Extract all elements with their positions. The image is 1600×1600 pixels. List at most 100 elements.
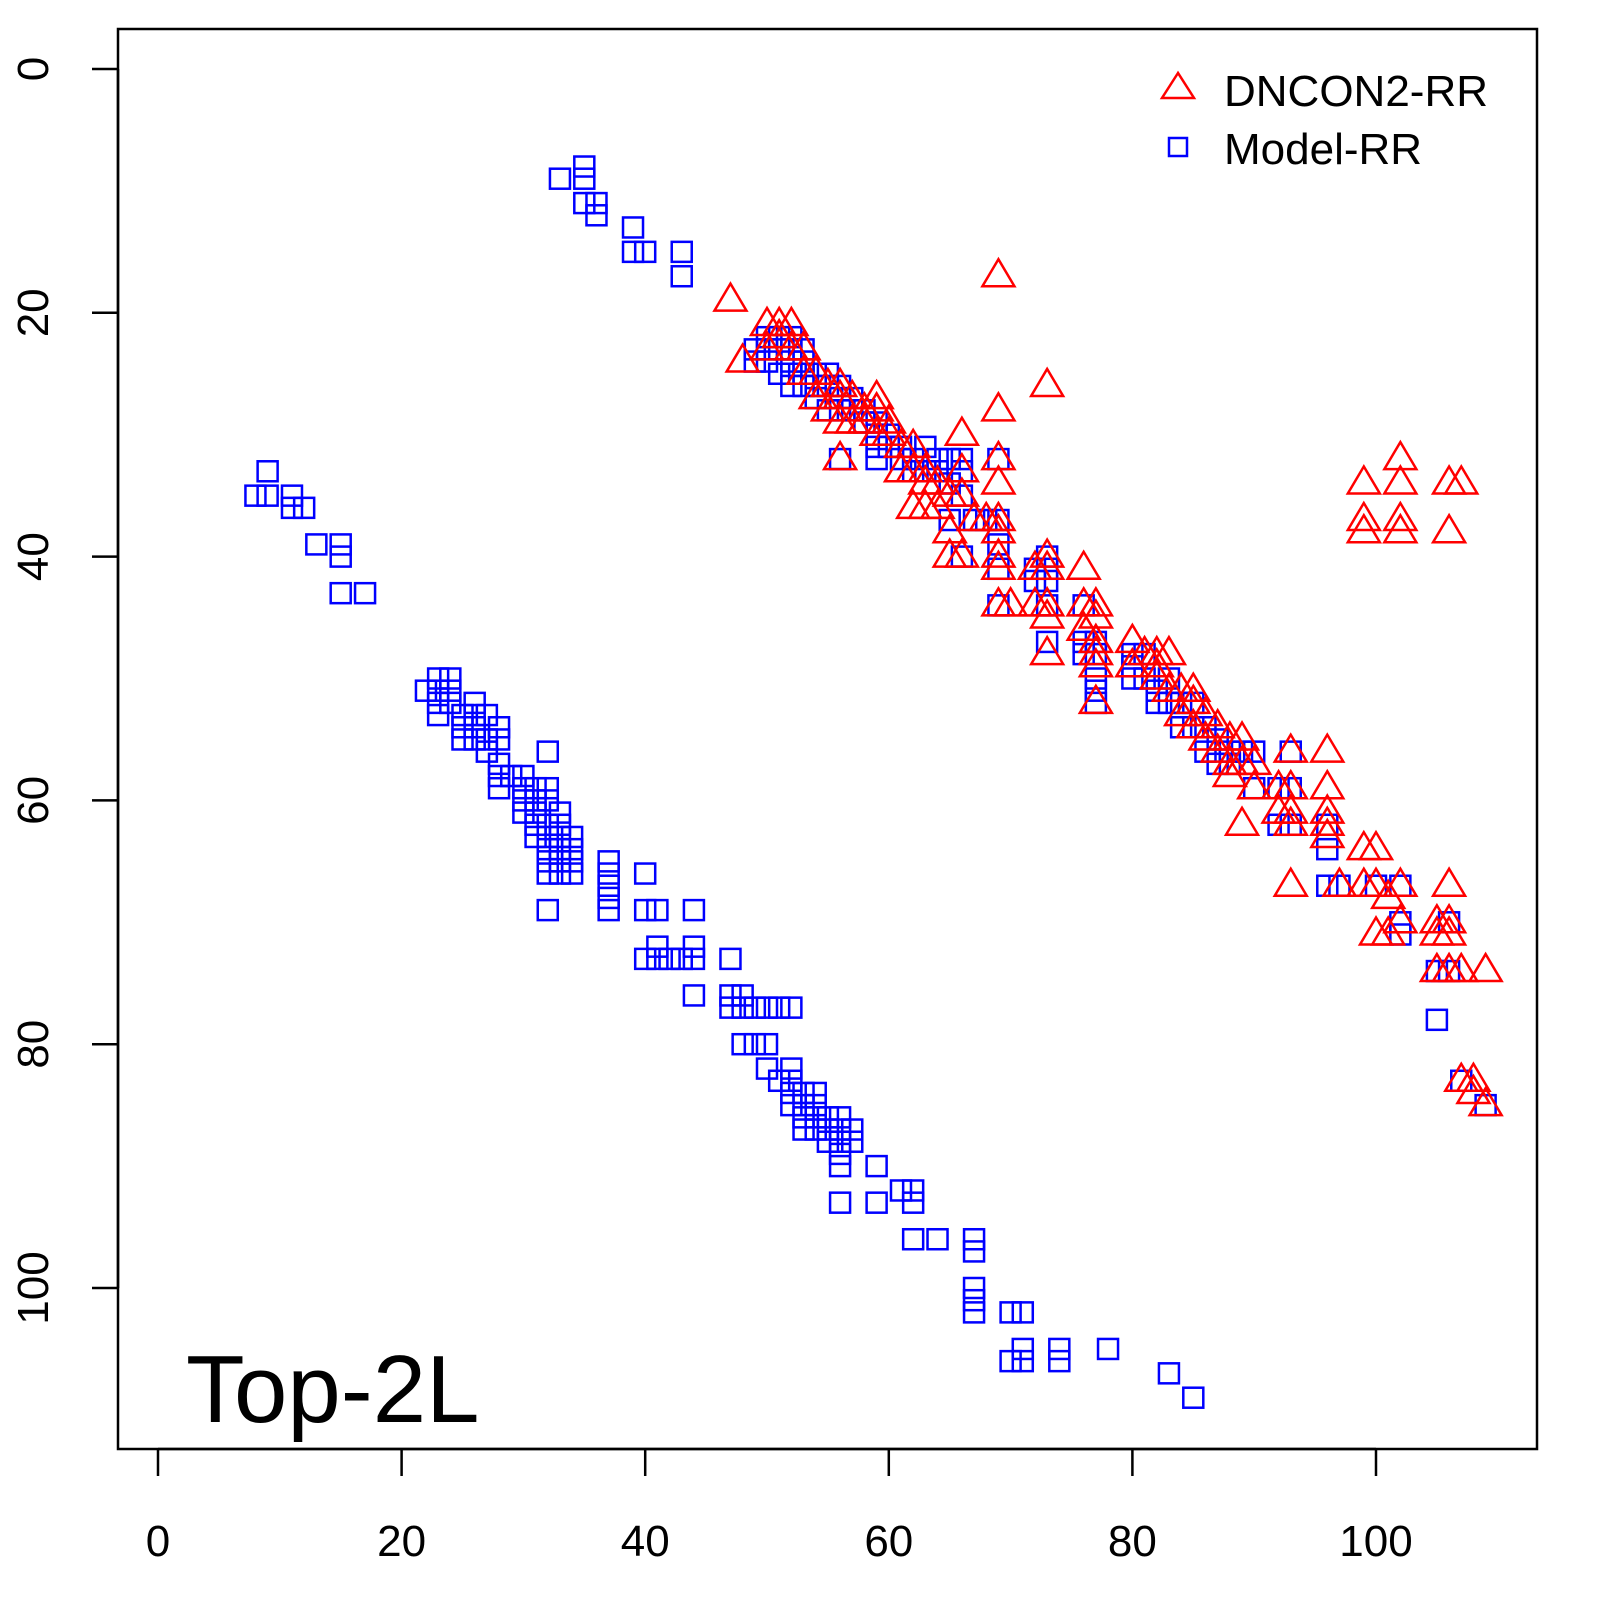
model-point: [780, 1093, 803, 1117]
dncon2-point: [858, 390, 895, 422]
dncon2-point: [760, 317, 798, 349]
model-point: [1096, 1337, 1120, 1361]
model-point: [889, 1179, 913, 1202]
model-point: [987, 533, 1010, 556]
model-point: [646, 947, 669, 971]
model-point: [792, 1118, 815, 1141]
model-point: [451, 716, 474, 739]
chart-annotation: Top-2L: [186, 1336, 480, 1443]
dncon2-point: [1272, 866, 1309, 897]
model-point: [633, 947, 657, 971]
model-point: [536, 789, 560, 812]
model-point: [426, 667, 450, 690]
dncon2-point: [980, 256, 1017, 288]
model-point: [548, 801, 572, 824]
dncon2-point: [834, 378, 871, 410]
model-point: [670, 264, 693, 288]
dncon2-point: [1175, 707, 1212, 739]
dncon2-point: [1272, 732, 1309, 763]
model-point: [1084, 667, 1108, 690]
model-point: [487, 728, 511, 751]
dncon2-point: [980, 439, 1017, 471]
model-point: [256, 460, 279, 483]
model-point: [682, 935, 706, 958]
model-point: [1048, 1349, 1071, 1373]
model-point: [804, 1106, 827, 1129]
model-point: [451, 703, 474, 727]
model-point: [646, 935, 669, 958]
model-point: [962, 1227, 986, 1251]
dncon2-point: [894, 427, 932, 459]
model-point: [487, 716, 511, 739]
model-point: [548, 850, 572, 873]
y-tick-label: 80: [9, 1020, 58, 1069]
dncon2-point: [980, 512, 1017, 544]
model-point: [841, 1130, 864, 1153]
model-point: [560, 825, 584, 849]
model-point: [256, 484, 279, 507]
model-point: [780, 1069, 803, 1093]
model-point: [938, 447, 961, 471]
x-tick-label: 80: [1108, 1517, 1157, 1566]
model-point: [487, 752, 511, 776]
dncon2-point: [1236, 768, 1273, 800]
y-axis: 0 20 40 60 80 100: [9, 57, 120, 1325]
model-point: [329, 545, 352, 568]
dncon2-point: [846, 403, 883, 434]
dncon2-point: [797, 354, 834, 385]
model-point: [524, 801, 547, 824]
dncon2-point: [1077, 622, 1115, 654]
dncon2-point: [1028, 598, 1066, 629]
model-point: [743, 996, 767, 1019]
model-point: [828, 1191, 852, 1214]
dncon2-point: [1199, 707, 1236, 739]
model-point: [682, 984, 706, 1007]
dncon2-point: [1065, 610, 1102, 641]
dncon2-point: [1114, 622, 1151, 654]
dncon2-point: [1382, 512, 1419, 544]
dncon2-point: [1430, 902, 1468, 934]
dncon2-point: [1028, 366, 1066, 398]
model-point: [426, 691, 450, 715]
dncon2-point: [1369, 878, 1407, 910]
model-point: [646, 898, 669, 922]
model-point: [755, 1032, 779, 1056]
model-point: [633, 862, 657, 885]
dncon2-point: [943, 537, 981, 568]
model-point: [573, 167, 596, 190]
model-point: [524, 776, 547, 800]
model-point: [816, 1118, 840, 1141]
dncon2-point: [1077, 585, 1115, 617]
dncon2-point: [1309, 805, 1346, 837]
dncon2-point: [1272, 768, 1309, 800]
model-point: [353, 581, 377, 605]
model-point: [962, 1276, 986, 1300]
model-point: [841, 1118, 864, 1141]
dncon2-point: [1455, 1073, 1492, 1105]
model-point: [780, 996, 803, 1019]
dncon2-point: [980, 537, 1017, 568]
legend-label-dncon2: DNCON2-RR: [1224, 67, 1488, 116]
model-point: [804, 1081, 827, 1105]
legend-square-icon: [1167, 136, 1189, 158]
dncon2-point: [1309, 793, 1346, 824]
dncon2-point: [907, 451, 944, 483]
model-point: [828, 1106, 852, 1129]
dncon2-point: [1345, 512, 1383, 544]
model-point: [731, 984, 754, 1007]
model-point: [865, 447, 888, 471]
model-point: [426, 703, 450, 727]
model-point: [816, 1130, 840, 1153]
model-point: [463, 716, 486, 739]
model-point: [536, 776, 560, 800]
model-point: [524, 789, 547, 812]
dncon2-point: [980, 464, 1017, 495]
dncon2-point: [1077, 598, 1115, 629]
model-point: [536, 898, 560, 922]
dncon2-point: [1321, 866, 1358, 897]
dncon2-point: [943, 415, 981, 446]
model-point: [305, 533, 328, 556]
dncon2-point: [1175, 671, 1212, 702]
model-point: [719, 947, 742, 971]
data-points: [244, 155, 1504, 1409]
